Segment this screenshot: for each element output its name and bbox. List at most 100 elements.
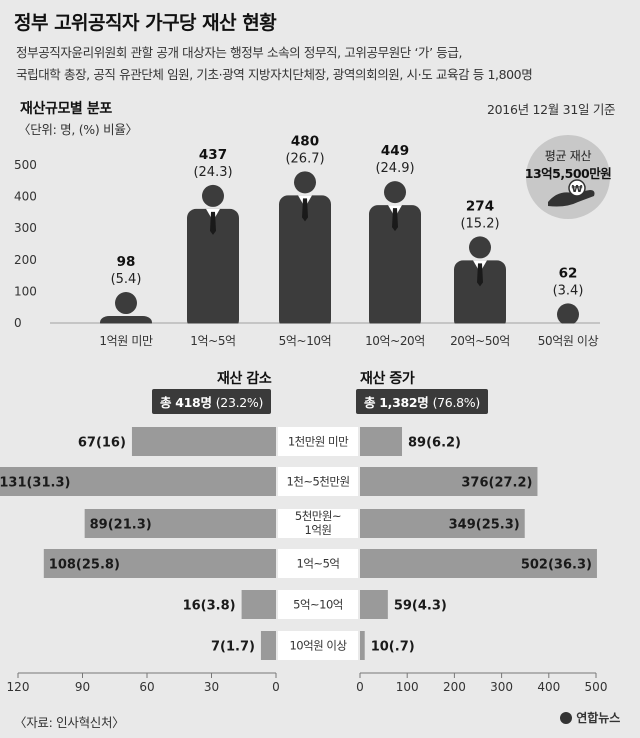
y-tick-label: 300 bbox=[14, 221, 37, 235]
decrease-bar bbox=[84, 509, 277, 538]
person-bar: 62 (3.4) 50억원 이상 bbox=[538, 265, 599, 348]
decrease-value-label: 131(31.3) bbox=[0, 476, 70, 491]
figure-base-mask bbox=[452, 323, 508, 334]
figure-body bbox=[187, 208, 239, 329]
decrease-tick-label: 120 bbox=[7, 680, 30, 694]
category-label: 1천~5천만원 bbox=[286, 475, 349, 489]
average-badge-circle bbox=[526, 135, 610, 219]
value-label: 98 bbox=[117, 254, 136, 270]
y-tick-label: 100 bbox=[14, 284, 37, 298]
category-label: 1억원 미만 bbox=[99, 334, 153, 348]
increase-bar bbox=[360, 631, 365, 660]
increase-title: 재산 증가 bbox=[360, 371, 415, 387]
figure-base-mask bbox=[540, 323, 596, 334]
percent-label: (24.3) bbox=[193, 165, 232, 180]
publisher-logo: 연합뉴스 bbox=[560, 709, 620, 726]
base-date: 2016년 12월 31일 기준 bbox=[487, 102, 616, 117]
distribution-marks: 98 (5.4) 1억원 미만 437 (24.3) 1억~5억 480 (26.7) 5억~1… bbox=[98, 133, 599, 348]
change-x-axis: 120 90 60 30 0 0 100 200 300 400 500 bbox=[7, 672, 607, 694]
figure-head bbox=[469, 236, 491, 259]
decrease-total-badge: 총 418명 (23.2%) bbox=[152, 389, 272, 414]
decrease-bar bbox=[43, 549, 276, 578]
figure-head bbox=[557, 303, 579, 326]
money-hand-icon: ₩ bbox=[548, 179, 595, 207]
value-label: 62 bbox=[559, 265, 578, 281]
increase-bar bbox=[360, 509, 525, 538]
value-label: 437 bbox=[199, 147, 227, 163]
figure-head bbox=[202, 184, 224, 207]
average-label: 평균 재산 bbox=[545, 149, 592, 163]
value-label: 449 bbox=[381, 143, 409, 159]
increase-value-label: 89(6.2) bbox=[408, 436, 461, 451]
category-label: 5억~10억 bbox=[279, 334, 332, 348]
figure-tie bbox=[302, 198, 308, 222]
increase-total-percent: (76.8%) bbox=[432, 395, 481, 410]
change-categories: 1천만원 미만 1천~5천만원 5천만원~1억원 1억~5억 5억~10억 10억원 이상 bbox=[278, 427, 358, 660]
figure-tie bbox=[210, 211, 216, 235]
increase-total-badge: 총 1,382명 (76.8%) bbox=[356, 389, 488, 414]
change-chart: 67(16) 89(6.2) 131(31.3) 376(27.2) 89(21.3) 3… bbox=[0, 427, 607, 694]
increase-tick-label: 300 bbox=[490, 680, 513, 694]
description-line-2: 국립대학 총장, 공직 유관단체 임원, 기초·광역 지방자치단체장, 광역의회… bbox=[16, 67, 533, 82]
category-box bbox=[278, 427, 358, 456]
increase-value-label: 502(36.3) bbox=[521, 558, 592, 573]
category-label: 20억~50억 bbox=[450, 334, 510, 348]
figure-base-mask bbox=[185, 323, 241, 334]
increase-total: 총 1,382명 bbox=[364, 395, 429, 410]
decrease-tick-label: 30 bbox=[204, 680, 219, 694]
person-bar: 437 (24.3) 1억~5억 bbox=[185, 147, 241, 348]
decrease-value-label: 7(1.7) bbox=[211, 640, 255, 655]
logo-text: 연합뉴스 bbox=[576, 711, 621, 725]
decrease-value-label: 89(21.3) bbox=[90, 518, 152, 533]
increase-bar bbox=[360, 590, 388, 619]
y-tick-label: 500 bbox=[14, 158, 37, 172]
value-label: 274 bbox=[466, 198, 494, 214]
decrease-bar bbox=[0, 467, 276, 496]
distribution-unit: 〈단위: 명, (%) 비율〉 bbox=[18, 122, 138, 137]
distribution-y-axis: 0 100 200 300 400 500 bbox=[14, 158, 600, 330]
category-label: 1천만원 미만 bbox=[288, 435, 349, 449]
increase-value-label: 59(4.3) bbox=[394, 599, 447, 614]
increase-value-label: 349(25.3) bbox=[449, 518, 520, 533]
average-badge: 평균 재산 13억5,500만원 ₩ bbox=[525, 135, 612, 219]
increase-bar bbox=[360, 427, 403, 456]
figure-body bbox=[279, 195, 331, 329]
percent-label: (24.9) bbox=[375, 161, 414, 176]
increase-tick-label: 200 bbox=[443, 680, 466, 694]
increase-bar bbox=[360, 467, 538, 496]
figure-base-mask bbox=[98, 323, 154, 334]
increase-value-label: 376(27.2) bbox=[461, 476, 532, 491]
category-box bbox=[278, 590, 358, 619]
page-title: 정부 고위공직자 가구당 재산 현황 bbox=[14, 12, 277, 34]
figure-head bbox=[115, 292, 137, 315]
person-bar: 98 (5.4) 1억원 미만 bbox=[98, 254, 154, 348]
category-label: 10억원 이상 bbox=[289, 639, 347, 653]
decrease-bar bbox=[241, 590, 276, 619]
category-box bbox=[278, 549, 358, 578]
category-box bbox=[278, 631, 358, 660]
increase-value-label: 10(.7) bbox=[371, 640, 415, 655]
increase-tick-label: 0 bbox=[356, 680, 364, 694]
decrease-tick-label: 60 bbox=[139, 680, 154, 694]
category-label: 50억원 이상 bbox=[538, 334, 599, 348]
person-bar: 274 (15.2) 20억~50억 bbox=[450, 198, 510, 348]
category-label: 5천만원~ bbox=[295, 509, 341, 523]
description-line-1: 정부공직자윤리위원회 관할 공개 대상자는 행정부 소속의 정무직, 고위공무원… bbox=[16, 45, 463, 60]
figure-body bbox=[454, 260, 506, 329]
decrease-bar bbox=[131, 427, 276, 456]
figure-head bbox=[384, 181, 406, 204]
person-bar: 449 (24.9) 10억~20억 bbox=[365, 143, 425, 348]
decrease-value-label: 67(16) bbox=[78, 436, 126, 451]
percent-label: (3.4) bbox=[553, 283, 584, 298]
person-bar: 480 (26.7) 5억~10억 bbox=[277, 133, 333, 348]
category-label: 1억원 bbox=[305, 523, 332, 537]
figure-tie bbox=[392, 208, 398, 232]
distribution-chart: 0 100 200 300 400 500 98 (5.4) 1억원 미만 437 (24.3) 1… bbox=[14, 133, 612, 348]
distribution-title: 재산규모별 분포 bbox=[20, 101, 112, 117]
category-box bbox=[278, 509, 358, 538]
increase-tick-label: 400 bbox=[537, 680, 560, 694]
change-bars: 67(16) 89(6.2) 131(31.3) 376(27.2) 89(21.3) 3… bbox=[0, 427, 597, 660]
percent-label: (5.4) bbox=[111, 272, 142, 287]
average-value: 13억5,500만원 bbox=[525, 166, 611, 181]
